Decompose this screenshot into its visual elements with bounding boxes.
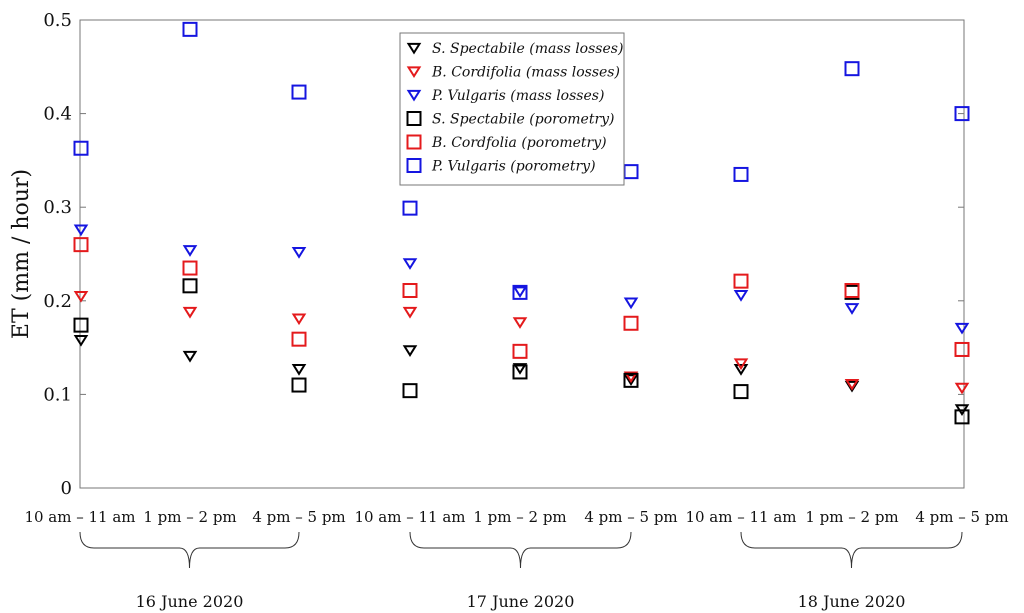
legend-marker-triangle [406,66,422,79]
date-groups: 16 June 2020 17 June 2020 18 June 2020 [79,531,963,611]
data-point-triangle [182,245,198,257]
data-point-square [623,315,639,331]
data-point-triangle [73,224,89,237]
x-tick-labels: 10 am – 11 am 1 pm – 2 pm 4 pm – 5 pm 10 am… [24,508,1008,526]
data-point-square [73,317,89,333]
data-point-triangle [954,322,970,335]
legend-entry-label: S. Spectabile (mass losses) [432,41,623,57]
data-point-triangle [402,345,418,357]
data-point-triangle [291,364,307,376]
data-point-triangle [512,363,528,375]
data-point-square [182,260,198,276]
data-point-square [182,21,198,37]
data-point-square [733,384,749,400]
data-point-square [733,273,749,289]
x-tick-label: 10 am – 11 am [24,508,135,526]
data-point-triangle [623,374,639,386]
data-point-triangle [844,378,860,391]
legend-marker-square [406,134,422,150]
data-point-square [623,372,639,388]
data-point-triangle [733,290,749,302]
x-tick-label: 1 pm – 2 pm [473,508,566,526]
x-tick-label: 4 pm – 5 pm [584,508,677,526]
legend-marker-triangle [406,89,422,102]
data-point-triangle [844,303,860,315]
data-point-triangle [291,247,307,259]
legend-entry-label: S. Spectabile (porometry) [432,112,615,128]
group-label: 16 June 2020 [136,592,244,611]
legend-marker-square [406,111,422,126]
group-brace [409,531,632,569]
data-point-triangle [402,306,418,319]
data-point-triangle [512,286,528,299]
data-point-triangle [402,258,418,270]
y-ticks: 0 0.1 0.2 0.3 0.4 0.5 [43,10,964,499]
y-axis-label: ET (mm / hour) [9,169,34,339]
data-point-square [512,284,528,300]
group-brace [79,531,300,569]
data-point-triangle [733,358,749,371]
legend: S. Spectabile (mass losses) B. Cordifolia… [399,32,625,186]
data-point-square [402,283,418,299]
legend-entry-label: B. Cordifolia (mass losses) [431,65,620,81]
data-point-triangle [73,290,89,303]
data-point-square [512,343,528,359]
legend-entry-label: P. Vulgaris (porometry) [431,159,596,175]
data-point-square [402,200,418,216]
data-point-square [512,364,528,380]
x-tick-label: 10 am – 11 am [354,508,465,526]
x-tick-label: 4 pm – 5 pm [915,508,1008,526]
x-tick-label: 1 pm – 2 pm [143,508,236,526]
data-points [73,21,970,425]
x-tick-label: 4 pm – 5 pm [252,508,345,526]
legend-entry-label: P. Vulgaris (mass losses) [431,88,604,104]
plot-frame [79,19,965,489]
data-point-square [623,164,639,180]
data-point-square [954,341,970,357]
data-point-triangle [954,382,970,395]
y-tick-label: 0.5 [43,10,72,31]
data-point-square [291,331,307,347]
data-point-square [844,283,860,299]
data-point-square [291,84,307,100]
y-tick-label: 0.2 [43,291,72,312]
legend-box [399,32,625,186]
legend-entry-label: B. Cordfolia (porometry) [431,135,607,151]
data-point-triangle [73,334,89,347]
group-label: 17 June 2020 [467,592,575,611]
data-point-square [73,237,89,253]
data-point-triangle [512,317,528,329]
y-tick-label: 0.3 [43,197,72,218]
data-point-square [182,278,198,294]
data-point-square [954,409,970,425]
data-point-square [733,166,749,182]
legend-marker-square [406,158,422,173]
data-point-square [291,377,307,393]
y-tick-label: 0.4 [43,104,72,125]
data-point-square [844,61,860,77]
x-tick-label: 10 am – 11 am [685,508,796,526]
data-point-triangle [182,306,198,319]
y-tick-label: 0.1 [43,384,72,405]
data-point-triangle [623,297,639,310]
data-point-square [73,140,89,156]
data-point-triangle [182,350,198,363]
data-point-triangle [291,313,307,326]
data-point-square [402,383,418,399]
data-point-triangle [733,364,749,376]
x-tick-label: 1 pm – 2 pm [805,508,898,526]
group-label: 18 June 2020 [798,592,906,611]
group-brace [740,531,963,569]
data-point-triangle [623,371,639,384]
y-tick-label: 0 [61,478,72,499]
data-point-square [954,106,970,122]
legend-marker-triangle [406,42,422,55]
